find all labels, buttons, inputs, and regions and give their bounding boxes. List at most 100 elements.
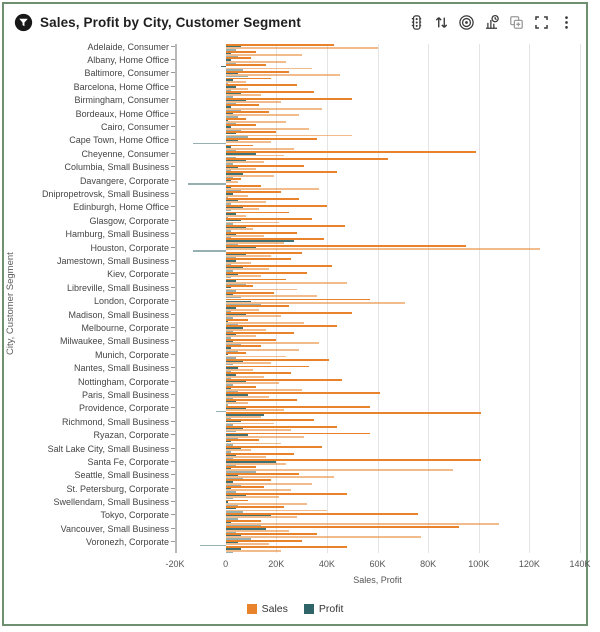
sales-bar[interactable] bbox=[225, 385, 256, 388]
sales-bar[interactable] bbox=[225, 258, 292, 261]
sales-bar[interactable] bbox=[225, 305, 289, 308]
profit-bar[interactable] bbox=[225, 69, 244, 71]
profit-bar[interactable] bbox=[200, 544, 226, 547]
profit-bar[interactable] bbox=[225, 424, 234, 426]
sales-bar[interactable] bbox=[225, 526, 459, 529]
profit-bar[interactable] bbox=[225, 447, 241, 450]
profit-bar[interactable] bbox=[225, 156, 236, 158]
sales-bar[interactable] bbox=[225, 194, 249, 197]
expand-button[interactable] bbox=[532, 13, 551, 32]
sales-bar[interactable] bbox=[225, 161, 264, 164]
profit-bar[interactable] bbox=[225, 233, 236, 235]
profit-bar[interactable] bbox=[225, 283, 246, 286]
sales-bar[interactable] bbox=[225, 201, 267, 204]
profit-bar[interactable] bbox=[187, 183, 226, 185]
sales-bar[interactable] bbox=[225, 57, 251, 60]
category-label[interactable]: Madison, Small Business bbox=[68, 309, 169, 320]
category-label[interactable]: Melbourne, Corporate bbox=[81, 322, 169, 333]
category-label[interactable]: Cheyenne, Consumer bbox=[81, 148, 169, 159]
sales-bar[interactable] bbox=[225, 382, 279, 385]
sales-bar[interactable] bbox=[225, 455, 267, 458]
sales-bar[interactable] bbox=[225, 472, 300, 475]
sales-bar[interactable] bbox=[225, 543, 269, 545]
sales-bar[interactable] bbox=[225, 204, 327, 207]
sales-bar[interactable] bbox=[225, 549, 282, 552]
sales-bar[interactable] bbox=[225, 392, 381, 395]
sales-bar[interactable] bbox=[225, 442, 282, 445]
profit-bar[interactable] bbox=[225, 216, 229, 219]
sales-bar[interactable] bbox=[225, 335, 256, 338]
sales-bar[interactable] bbox=[225, 499, 249, 502]
category-label[interactable]: Bordeaux, Home Office bbox=[75, 108, 169, 119]
profit-bar[interactable] bbox=[225, 400, 236, 403]
sales-bar[interactable] bbox=[225, 429, 292, 432]
profit-bar[interactable] bbox=[225, 501, 229, 503]
sales-bar[interactable] bbox=[225, 452, 294, 455]
sales-bar[interactable] bbox=[225, 97, 353, 100]
sales-bar[interactable] bbox=[225, 94, 262, 97]
profit-bar[interactable] bbox=[225, 126, 231, 128]
profit-bar[interactable] bbox=[225, 310, 231, 312]
sales-bar[interactable] bbox=[225, 90, 315, 93]
profit-bar[interactable] bbox=[225, 253, 246, 255]
sales-bar[interactable] bbox=[225, 362, 272, 365]
profit-bar[interactable] bbox=[225, 548, 241, 550]
category-label[interactable]: Swellendam, Small Business bbox=[53, 497, 169, 508]
profit-bar[interactable] bbox=[192, 250, 226, 252]
profit-bar[interactable] bbox=[225, 129, 241, 132]
profit-bar[interactable] bbox=[225, 357, 236, 359]
sales-bar[interactable] bbox=[225, 104, 259, 107]
profit-bar[interactable] bbox=[225, 52, 231, 55]
sales-bar[interactable] bbox=[225, 67, 312, 70]
sales-bar[interactable] bbox=[225, 164, 305, 167]
sales-bar[interactable] bbox=[225, 462, 287, 465]
sales-bar[interactable] bbox=[225, 198, 300, 201]
sales-bar[interactable] bbox=[225, 459, 482, 462]
profit-bar[interactable] bbox=[225, 307, 236, 309]
sales-bar[interactable] bbox=[225, 131, 277, 134]
profit-bar[interactable] bbox=[225, 203, 231, 205]
profit-bar[interactable] bbox=[225, 531, 236, 533]
category-label[interactable]: Jamestown, Small Business bbox=[56, 255, 169, 266]
sales-bar[interactable] bbox=[225, 466, 256, 468]
profit-bar[interactable] bbox=[225, 451, 231, 453]
profit-bar[interactable] bbox=[225, 159, 246, 162]
category-label[interactable]: Birmingham, Consumer bbox=[74, 95, 169, 106]
profit-bar[interactable] bbox=[225, 173, 244, 175]
sort-arrows-button[interactable] bbox=[432, 13, 451, 32]
sales-bar[interactable] bbox=[225, 315, 282, 318]
category-label[interactable]: Santa Fe, Corporate bbox=[87, 456, 169, 467]
profit-bar[interactable] bbox=[225, 256, 236, 259]
profit-bar[interactable] bbox=[225, 49, 236, 51]
profit-bar[interactable] bbox=[225, 193, 234, 195]
sales-bar[interactable] bbox=[225, 288, 297, 291]
sales-bar[interactable] bbox=[225, 519, 262, 522]
profit-bar[interactable] bbox=[225, 226, 246, 229]
profit-bar[interactable] bbox=[225, 437, 239, 440]
sales-bar[interactable] bbox=[225, 178, 241, 180]
conditional-format-button[interactable] bbox=[407, 13, 426, 32]
sales-bar[interactable] bbox=[225, 529, 289, 532]
sales-bar[interactable] bbox=[225, 265, 332, 267]
profit-bar[interactable] bbox=[225, 206, 244, 209]
profit-bar[interactable] bbox=[225, 504, 239, 507]
category-label[interactable]: Tokyo, Corporate bbox=[100, 510, 169, 521]
profit-bar[interactable] bbox=[225, 498, 234, 500]
profit-bar[interactable] bbox=[225, 109, 241, 111]
category-label[interactable]: Edinburgh, Home Office bbox=[73, 202, 169, 213]
sales-bar[interactable] bbox=[225, 147, 294, 150]
sales-bar[interactable] bbox=[225, 301, 406, 304]
category-label[interactable]: Barcelona, Home Office bbox=[73, 81, 169, 92]
sales-bar[interactable] bbox=[225, 255, 272, 257]
sales-bar[interactable] bbox=[225, 375, 264, 378]
profit-bar[interactable] bbox=[225, 404, 229, 406]
profit-bar[interactable] bbox=[225, 534, 241, 537]
profit-bar[interactable] bbox=[225, 327, 244, 329]
sales-bar[interactable] bbox=[225, 168, 256, 170]
sales-bar[interactable] bbox=[225, 432, 370, 435]
category-label[interactable]: London, Corporate bbox=[93, 296, 169, 307]
category-label[interactable]: Richmond, Small Business bbox=[61, 416, 169, 427]
sales-bar[interactable] bbox=[225, 389, 302, 391]
category-label[interactable]: Baltimore, Consumer bbox=[84, 68, 169, 79]
sales-bar[interactable] bbox=[225, 275, 262, 278]
